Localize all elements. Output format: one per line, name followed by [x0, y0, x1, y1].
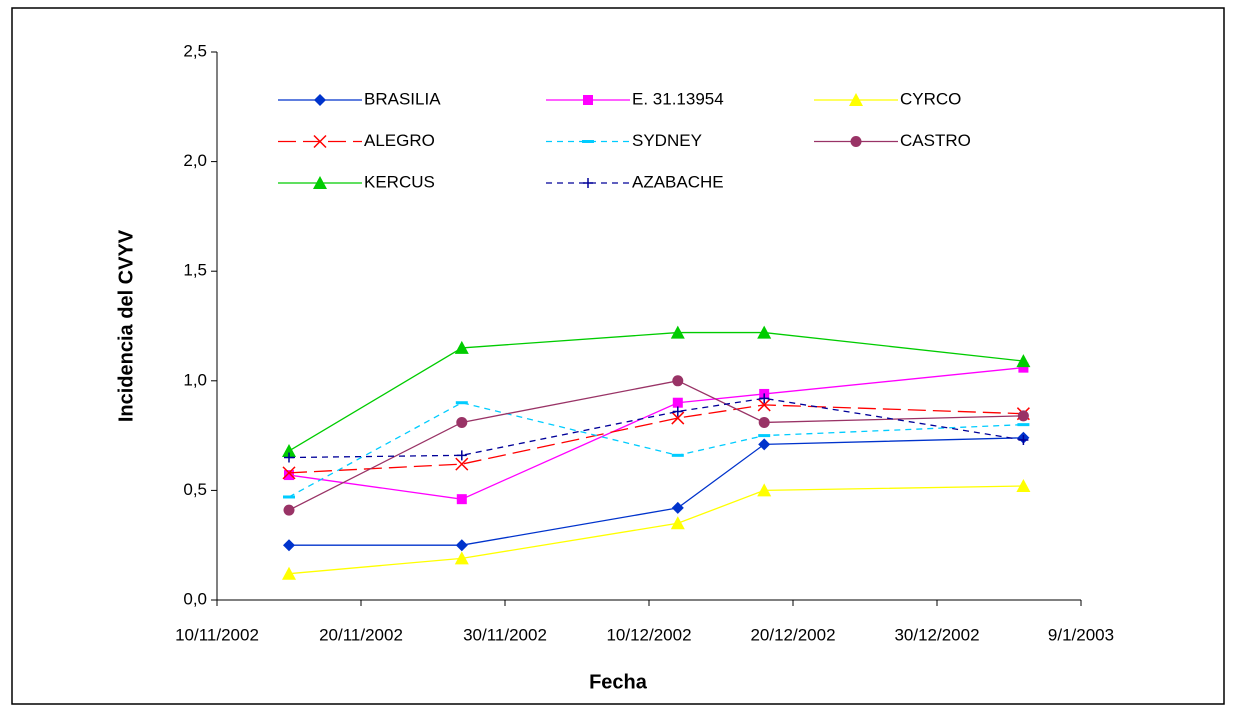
- legend-marker: [314, 94, 326, 106]
- data-point: [671, 453, 684, 457]
- x-axis-title: Fecha: [589, 671, 648, 693]
- data-point: [757, 483, 772, 497]
- x-tick-label: 30/11/2002: [463, 625, 547, 644]
- data-point: [456, 416, 468, 428]
- legend-marker: [849, 93, 863, 106]
- data-point: [1016, 354, 1031, 368]
- data-point: [759, 393, 770, 404]
- data-point: [1018, 362, 1029, 373]
- legend-label: CASTRO: [900, 131, 971, 150]
- data-point: [757, 398, 771, 412]
- data-point: [284, 452, 294, 463]
- x-tick-label: 9/1/2003: [1048, 625, 1114, 644]
- data-point: [671, 501, 684, 514]
- y-tick-label: 2,5: [183, 41, 207, 60]
- data-point: [758, 416, 770, 428]
- legend-label: SYDNEY: [632, 131, 702, 150]
- data-point: [758, 438, 771, 451]
- legend-marker: [850, 136, 862, 147]
- y-tick-label: 1,5: [183, 261, 207, 280]
- data-point: [456, 450, 467, 461]
- data-point: [283, 504, 295, 516]
- legend-marker: [582, 140, 594, 143]
- x-tick-label: 10/12/2002: [606, 625, 691, 644]
- data-point: [282, 466, 296, 480]
- x-tick-label: 30/12/2002: [894, 625, 979, 644]
- series-line: [288, 404, 1024, 474]
- data-point: [454, 551, 469, 565]
- data-point: [757, 325, 772, 339]
- legend-marker: [313, 134, 327, 149]
- x-tick-label: 10/11/2002: [175, 625, 259, 644]
- legend-label: E. 31.13954: [632, 89, 724, 108]
- data-point: [284, 470, 294, 481]
- y-tick-label: 0,0: [183, 589, 207, 608]
- legend-label: AZABACHE: [632, 172, 724, 191]
- x-tick-label: 20/11/2002: [319, 625, 403, 644]
- y-tick-label: 2,0: [183, 151, 207, 170]
- data-point: [282, 566, 296, 580]
- data-point: [1016, 479, 1031, 493]
- legend-label: ALEGRO: [364, 131, 435, 150]
- legend-label: CYRCO: [900, 89, 961, 108]
- data-point: [672, 406, 683, 417]
- data-point: [454, 340, 469, 354]
- chart-frame: [11, 7, 1225, 705]
- legend-label: KERCUS: [364, 172, 435, 191]
- data-point: [670, 325, 685, 339]
- data-point: [456, 494, 467, 505]
- y-axis-title: Incidencia del CVYV: [115, 229, 137, 422]
- data-point: [455, 401, 468, 405]
- y-tick-label: 1,0: [183, 370, 207, 389]
- legend-label: BRASILIA: [364, 89, 441, 108]
- data-point: [1018, 434, 1029, 445]
- x-tick-label: 20/12/2002: [750, 625, 835, 644]
- data-point: [758, 434, 771, 438]
- data-point: [1017, 410, 1029, 422]
- y-tick-label: 0,5: [183, 480, 207, 499]
- data-point: [670, 516, 685, 530]
- data-point: [283, 539, 295, 552]
- data-point: [282, 443, 296, 457]
- legend-marker: [313, 176, 327, 189]
- series-line: [288, 397, 1024, 459]
- data-point: [1017, 423, 1030, 427]
- legend-marker: [583, 178, 593, 188]
- data-point: [455, 457, 469, 471]
- legend-marker: [583, 95, 593, 105]
- data-point: [283, 495, 295, 499]
- data-point: [672, 375, 684, 387]
- data-point: [671, 411, 685, 425]
- data-point: [672, 397, 683, 408]
- data-point: [455, 539, 468, 552]
